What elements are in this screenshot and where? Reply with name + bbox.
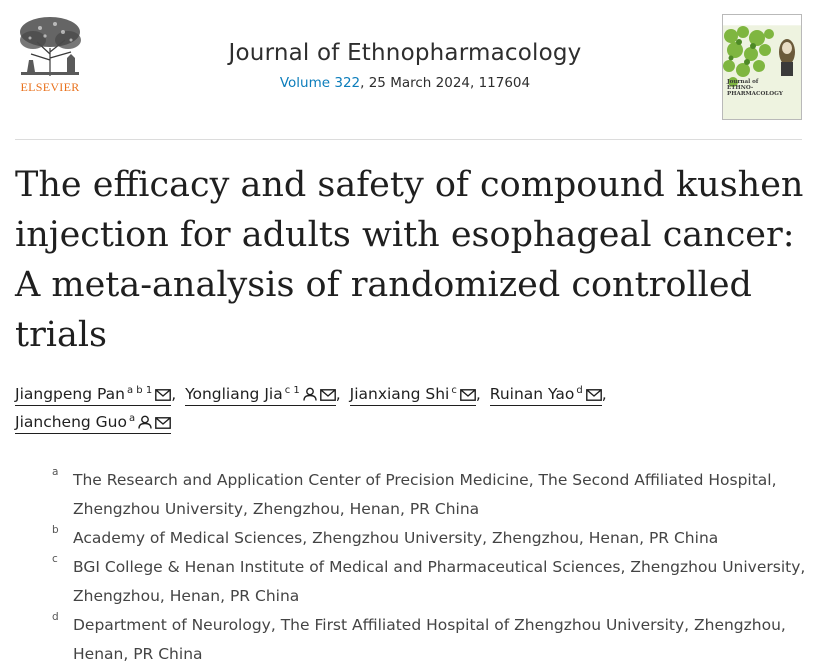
person-icon[interactable] <box>138 415 152 429</box>
volume-link[interactable]: Volume 322 <box>279 75 361 91</box>
author-affiliation-ref: a <box>129 413 136 424</box>
author-link[interactable]: Jiangpeng Pan a b 1 <box>15 380 172 406</box>
issue-detail: , 25 March 2024, 117604 <box>360 75 531 91</box>
affiliation-label: a <box>52 466 59 478</box>
article-title: The efficacy and safety of compound kush… <box>15 165 804 355</box>
cover-top-strip <box>723 15 801 25</box>
author-list: Jiangpeng Pan a b 1, Yongliang Jia c 1, Ji… <box>15 380 805 436</box>
author-separator: , <box>475 385 481 403</box>
author-name: Jianxiang Shi <box>349 385 450 403</box>
author-separator: , <box>601 385 607 403</box>
author-name: Yongliang Jia <box>185 385 283 403</box>
mail-icon[interactable] <box>319 389 336 401</box>
affiliation-label: d <box>52 611 59 623</box>
author-name: Ruinan Yao <box>489 385 575 403</box>
author-name: Jiancheng Guo <box>15 413 127 431</box>
author-affiliation-ref: c 1 <box>284 385 300 396</box>
affiliation-text: The Research and Application Center of P… <box>73 471 777 518</box>
affiliation-item: c BGI College & Henan Institute of Medica… <box>50 553 810 611</box>
author-link[interactable]: Jianxiang Shi c <box>349 380 476 406</box>
author-link[interactable]: Yongliang Jia c 1 <box>185 380 336 406</box>
journal-meta: Volume 322, 25 March 2024, 117604 <box>190 75 620 91</box>
journal-title[interactable]: Journal of Ethnopharmacology <box>228 40 582 66</box>
author-link[interactable]: Jiancheng Guo a <box>15 408 172 434</box>
author-name: Jiangpeng Pan <box>15 385 125 403</box>
author-affiliation-ref: c <box>451 385 457 396</box>
author-affiliation-ref: d <box>576 385 583 396</box>
mail-icon[interactable] <box>459 389 476 401</box>
affiliation-text: BGI College & Henan Institute of Medical… <box>73 558 806 605</box>
affiliation-label: b <box>52 524 59 536</box>
affiliation-item: d Department of Neurology, The First Affi… <box>50 611 810 669</box>
elsevier-tree-logo[interactable]: ELSEVIER <box>15 14 85 94</box>
author-link[interactable]: Ruinan Yao d <box>489 380 602 406</box>
mail-icon[interactable] <box>155 417 172 429</box>
tree-icon <box>20 17 81 76</box>
affiliation-label: c <box>52 553 58 565</box>
publisher-name: ELSEVIER <box>20 80 80 94</box>
affiliation-list: a The Research and Application Center of … <box>50 466 810 669</box>
author-affiliation-ref: a b 1 <box>126 385 153 396</box>
cover-journal-title: Journal of ETHNO- PHARMACOLOGY <box>727 79 783 97</box>
journal-block: Journal of Ethnopharmacology Volume 322,… <box>190 40 620 91</box>
mail-icon[interactable] <box>155 389 172 401</box>
article-header: ELSEVIER Journal of Ethnopharmacology Vo… <box>15 12 802 140</box>
journal-cover-thumbnail[interactable]: Journal of ETHNO- PHARMACOLOGY <box>722 14 802 120</box>
affiliation-item: a The Research and Application Center of … <box>50 466 810 524</box>
person-icon[interactable] <box>303 387 317 401</box>
affiliation-text: Academy of Medical Sciences, Zhengzhou U… <box>73 529 719 547</box>
affiliation-item: b Academy of Medical Sciences, Zhengzhou … <box>50 524 810 553</box>
affiliation-text: Department of Neurology, The First Affil… <box>73 616 786 663</box>
author-separator: , <box>335 385 341 403</box>
mail-icon[interactable] <box>585 389 602 401</box>
author-separator: , <box>171 385 177 403</box>
cover-leaves-icon <box>723 26 801 119</box>
